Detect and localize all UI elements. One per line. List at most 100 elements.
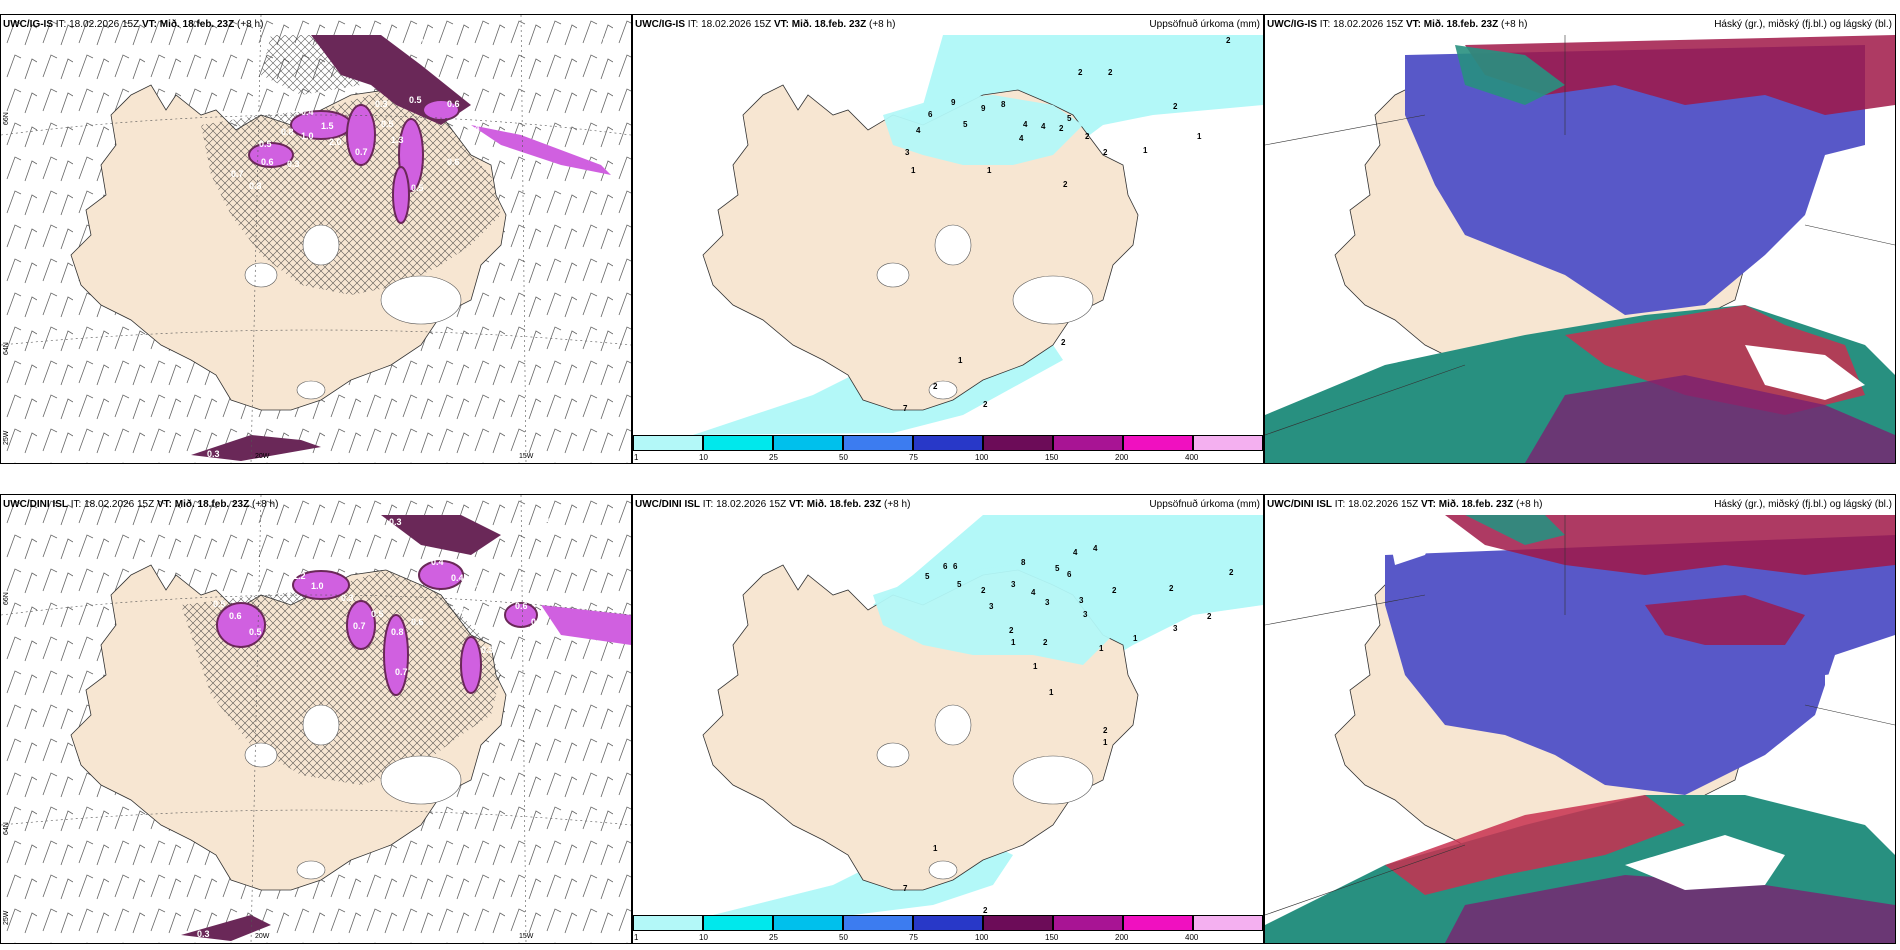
rain-value: 0.5: [249, 627, 262, 637]
it-prefix: IT:: [687, 19, 699, 30]
precip-value: 4: [1093, 544, 1098, 553]
precip-value: 4: [1041, 122, 1046, 131]
rain-value: 0.7: [353, 621, 366, 631]
precip-value: 6: [1067, 570, 1072, 579]
panel-header: UWC/IG-IS IT: 18.02.2026 15Z VT: Mið. 18…: [3, 19, 263, 30]
colorbar-swatch: [703, 435, 773, 451]
rain-value: 0.3: [419, 37, 432, 47]
precip-value: 2: [1229, 568, 1234, 577]
map-wind-row2: 0.3 0.5 0.4 0.6 0.5 1.0 0.3 0.7 0.5 0.8 …: [1, 495, 631, 943]
colorbar-label: 150: [1045, 933, 1059, 942]
cloud-south-red: [1385, 795, 1685, 895]
precip-value: 7: [903, 404, 908, 413]
rain-value: 0.3: [197, 929, 210, 939]
map-cloud-row1: [1265, 35, 1895, 463]
panel-cloud-row2: UWC/DINI ISL IT: 18.02.2026 15Z VT: Mið.…: [1264, 494, 1896, 944]
rain-value: 0.5: [539, 517, 552, 527]
precip-value: 3: [1083, 610, 1088, 619]
precip-value: 1: [1133, 634, 1138, 643]
panel-header: UWC/DINI ISL IT: 18.02.2026 15Z VT: Mið.…: [3, 499, 278, 510]
colorbar-swatch: [633, 435, 703, 451]
colorbar-swatch: [773, 435, 843, 451]
clear-sky-east: [1805, 155, 1895, 345]
precip-value: 2: [1059, 124, 1064, 133]
precip-title: Uppsöfnuð úrkoma (mm): [1149, 499, 1260, 510]
lon-label: 25W: [3, 430, 10, 445]
precip-value: 2: [1043, 638, 1048, 647]
rain-value: 0.3: [341, 593, 354, 603]
rain-value: 0.6: [411, 617, 424, 627]
rain-value: 0.5: [411, 183, 424, 193]
clear-sky-east: [1825, 665, 1895, 815]
vt-label: VT:: [773, 19, 789, 30]
rain-value: 0.8: [391, 627, 404, 637]
panel-wind-row1: 0.3 0.5 0.3 0.5 0.4 0.6 0.5 0.8 1.0 1.5 …: [0, 14, 632, 464]
precip-cyan-overlay: [883, 95, 1083, 165]
vt-label: VT:: [141, 19, 157, 30]
rain-value: 0.5: [595, 37, 608, 47]
colorbar-swatch: [773, 915, 843, 931]
map-precip-row2: 6 6 5 8 4 4 5 6 2 3 5 3 4 3 3 2 2 3 2 1 …: [702, 515, 1263, 915]
gridline: [1, 15, 631, 463]
vt-value: Mið. 18.feb. 23Z: [159, 19, 235, 30]
gridline: [1, 495, 631, 943]
precip-value: 9: [981, 104, 986, 113]
cloud-title: Háský (gr.), miðský (fj.bl.) og lágský (…: [1714, 19, 1892, 30]
it-prefix: IT:: [1319, 19, 1331, 30]
precip-value: 4: [916, 126, 921, 135]
gridline: [1265, 35, 1895, 436]
precip-value: 2: [933, 382, 938, 391]
rain-value: 0.8: [249, 181, 262, 191]
precip-value: 2: [1169, 584, 1174, 593]
colorbar-swatch: [983, 915, 1053, 931]
colorbar-label: 100: [975, 933, 989, 942]
land-hatch: [201, 90, 501, 295]
precip-colorbar: 1 10 25 50 75 100 150 200 400: [633, 435, 1263, 463]
precip-value: 1: [1099, 644, 1104, 653]
colorbar-swatch: [1053, 435, 1123, 451]
precip-band-east: [471, 125, 611, 175]
colorbar-swatch: [1123, 915, 1193, 931]
lon-label: 15W: [519, 453, 534, 460]
precip-value: 2: [1103, 148, 1108, 157]
cloud-south-purple: [1525, 375, 1895, 463]
precip-title: Uppsöfnuð úrkoma (mm): [1149, 19, 1260, 30]
rain-value: 0.6: [229, 611, 242, 621]
rain-value: 0.6: [261, 157, 274, 167]
panel-header: UWC/DINI ISL IT: 18.02.2026 15Z VT: Mið.…: [1267, 499, 1542, 510]
lead-time: (+8 h): [237, 19, 264, 30]
colorbar-swatch: [633, 915, 703, 931]
rain-value: 0.3: [207, 449, 220, 459]
precip-band-south: [191, 435, 321, 461]
rain-value: 0.5: [381, 119, 394, 129]
panel-cloud-row1: UWC/IG-IS IT: 18.02.2026 15Z VT: Mið. 18…: [1264, 14, 1896, 464]
precip-value: 7: [903, 884, 908, 893]
precip-value: 1: [1103, 738, 1108, 747]
precip-value: 5: [925, 572, 930, 581]
rain-value: 0.5: [471, 579, 484, 589]
it-prefix: IT:: [70, 499, 82, 510]
rain-value: 0.7: [355, 147, 368, 157]
clear-sky-se: [1745, 345, 1865, 400]
rain-value: 0.3: [287, 159, 300, 169]
precip-value: 3: [1011, 580, 1016, 589]
lat-label: 66N: [3, 592, 10, 605]
rain-value: 0.4: [451, 573, 464, 583]
it-value: 18.02.2026 15Z: [69, 19, 140, 30]
panel-wind-row2: 0.3 0.5 0.4 0.6 0.5 1.0 0.3 0.7 0.5 0.8 …: [0, 494, 632, 944]
rain-value: 0.7: [231, 169, 244, 179]
lead-time: (+8 h): [1501, 19, 1528, 30]
rain-value: 0.4: [531, 617, 544, 627]
precip-value: 3: [1173, 624, 1178, 633]
precip-value: 4: [1023, 120, 1028, 129]
rain-value: 0.3: [389, 517, 402, 527]
glaciers: [244, 224, 462, 400]
cloud-high-blue: [1405, 45, 1865, 315]
precip-value: 2: [1112, 586, 1117, 595]
precip-value: 4: [1073, 548, 1078, 557]
rain-value: 0.5: [259, 139, 272, 149]
colorbar-label: 10: [699, 453, 708, 462]
glaciers: [244, 704, 462, 880]
rain-value: 0.5: [213, 599, 226, 609]
model-label: UWC/IG-IS: [1267, 19, 1317, 30]
